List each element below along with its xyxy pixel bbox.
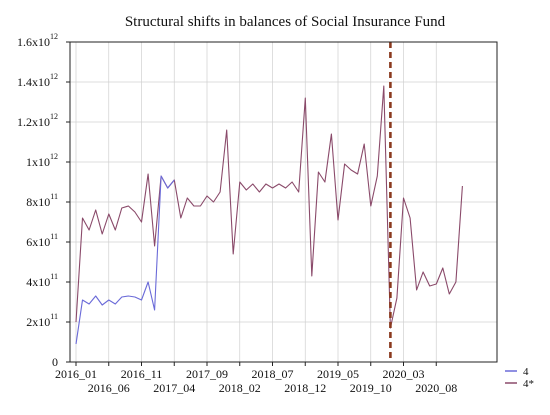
x-axis: 2016_01 2016_11 2017_09 2018_07 2019_05 2020_… xyxy=(55,362,457,395)
chart-title: Structural shifts in balances of Social … xyxy=(125,14,446,30)
y-tick-label: 0 xyxy=(52,355,58,369)
y-tick-mantissa: 4x10 xyxy=(26,275,50,289)
x-tick-label: 2019_10 xyxy=(350,381,392,395)
y-tick-mantissa: 1.2x10 xyxy=(17,115,50,129)
legend-label: 4* xyxy=(523,378,534,390)
y-tick-exponent: 12 xyxy=(50,32,58,41)
y-tick-exponent: 12 xyxy=(50,72,58,81)
x-tick-label: 2018_02 xyxy=(219,381,261,395)
y-tick-label: 1.4x1012 xyxy=(17,72,58,89)
x-tick-label: 2018_12 xyxy=(284,381,326,395)
series-line-a xyxy=(75,175,175,345)
x-tick-label: 2016_06 xyxy=(88,381,130,395)
y-tick-mantissa: 0 xyxy=(52,355,58,369)
x-tick-label: 2020_08 xyxy=(415,381,457,395)
y-tick-label: 1.2x1012 xyxy=(17,112,58,129)
series-layer xyxy=(75,85,463,345)
x-tick-label: 2019_05 xyxy=(317,367,359,381)
y-tick-exponent: 11 xyxy=(50,272,58,281)
grid xyxy=(70,42,497,362)
y-tick-exponent: 11 xyxy=(50,312,58,321)
y-tick-exponent: 11 xyxy=(50,192,58,201)
y-tick-exponent: 12 xyxy=(50,152,58,161)
series-line-b xyxy=(75,85,463,329)
x-tick-label: 2016_01 xyxy=(55,367,97,381)
legend: 44* xyxy=(505,366,534,390)
y-tick-mantissa: 1.6x10 xyxy=(17,35,50,49)
y-tick-label: 1x1012 xyxy=(26,152,58,169)
y-tick-label: 4x1011 xyxy=(26,272,58,289)
y-tick-label: 8x1011 xyxy=(26,192,58,209)
y-tick-mantissa: 2x10 xyxy=(26,315,50,329)
y-tick-mantissa: 6x10 xyxy=(26,235,50,249)
y-axis: 02x10114x10116x10118x10111x10121.2x10121… xyxy=(17,32,70,369)
legend-label: 4 xyxy=(523,366,529,378)
x-tick-label: 2017_09 xyxy=(186,367,228,381)
y-tick-label: 6x1011 xyxy=(26,232,58,249)
x-tick-label: 2017_04 xyxy=(153,381,195,395)
y-tick-mantissa: 1x10 xyxy=(26,155,50,169)
y-tick-exponent: 11 xyxy=(50,232,58,241)
y-tick-label: 2x1011 xyxy=(26,312,58,329)
y-tick-mantissa: 8x10 xyxy=(26,195,50,209)
x-tick-label: 2016_11 xyxy=(121,367,163,381)
x-tick-label: 2018_07 xyxy=(252,367,294,381)
y-tick-exponent: 12 xyxy=(50,112,58,121)
y-tick-mantissa: 1.4x10 xyxy=(17,75,50,89)
x-tick-label: 2020_03 xyxy=(383,367,425,381)
y-tick-label: 1.6x1012 xyxy=(17,32,58,49)
